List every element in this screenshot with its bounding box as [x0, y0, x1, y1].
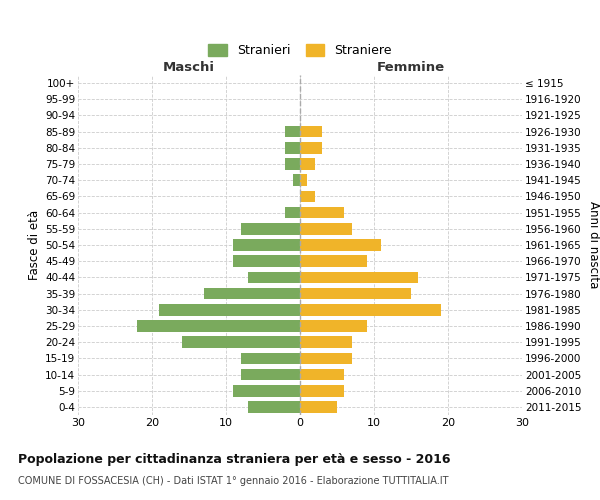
Bar — [285, 126, 300, 138]
Bar — [285, 158, 300, 170]
Bar — [285, 142, 300, 154]
Bar — [300, 352, 352, 364]
Bar — [248, 401, 300, 412]
Bar — [241, 368, 300, 380]
Bar — [241, 352, 300, 364]
Bar — [293, 174, 300, 186]
Bar — [233, 256, 300, 267]
Bar — [248, 272, 300, 283]
Bar — [300, 368, 344, 380]
Bar — [300, 207, 344, 218]
Bar — [300, 288, 411, 300]
Bar — [241, 223, 300, 234]
Bar — [300, 272, 418, 283]
Text: Maschi: Maschi — [163, 61, 215, 74]
Bar — [233, 239, 300, 251]
Bar — [300, 174, 307, 186]
Bar — [300, 126, 322, 138]
Bar — [300, 158, 315, 170]
Bar — [233, 385, 300, 396]
Bar — [137, 320, 300, 332]
Bar — [300, 142, 322, 154]
Bar — [300, 223, 352, 234]
Bar — [300, 256, 367, 267]
Bar — [300, 304, 440, 316]
Bar — [182, 336, 300, 348]
Bar — [300, 385, 344, 396]
Legend: Stranieri, Straniere: Stranieri, Straniere — [205, 40, 395, 61]
Bar — [300, 336, 352, 348]
Bar — [300, 401, 337, 412]
Y-axis label: Anni di nascita: Anni di nascita — [587, 202, 600, 288]
Bar — [285, 207, 300, 218]
Text: Femmine: Femmine — [377, 61, 445, 74]
Text: Popolazione per cittadinanza straniera per età e sesso - 2016: Popolazione per cittadinanza straniera p… — [18, 452, 451, 466]
Bar — [300, 320, 367, 332]
Text: COMUNE DI FOSSACESIA (CH) - Dati ISTAT 1° gennaio 2016 - Elaborazione TUTTITALIA: COMUNE DI FOSSACESIA (CH) - Dati ISTAT 1… — [18, 476, 449, 486]
Y-axis label: Fasce di età: Fasce di età — [28, 210, 41, 280]
Bar — [300, 239, 382, 251]
Bar — [204, 288, 300, 300]
Bar — [300, 190, 315, 202]
Bar — [160, 304, 300, 316]
